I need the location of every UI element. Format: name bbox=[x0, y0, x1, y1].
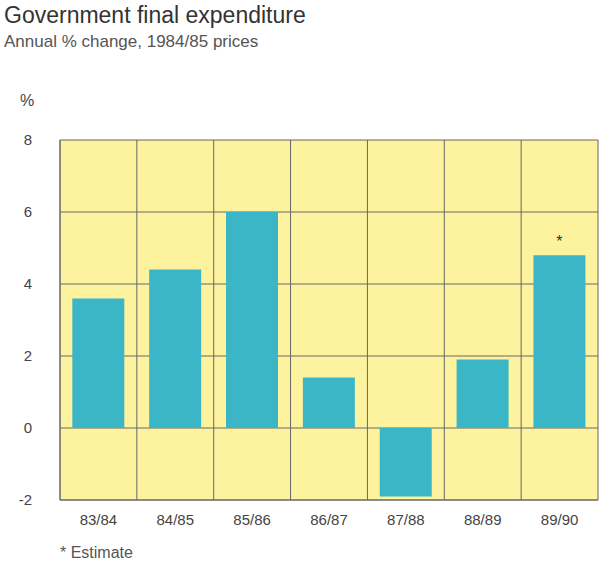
svg-text:84/85: 84/85 bbox=[157, 511, 195, 528]
svg-text:85/86: 85/86 bbox=[233, 511, 271, 528]
svg-text:-2: -2 bbox=[19, 491, 32, 508]
html-text:* Estimate: * Estimate bbox=[60, 544, 133, 561]
svg-text:0: 0 bbox=[24, 419, 32, 436]
svg-text:88/89: 88/89 bbox=[464, 511, 502, 528]
html-text:Government final expenditure: Government final expenditure bbox=[4, 2, 306, 28]
html-text:Annual % change, 1984/85 price: Annual % change, 1984/85 prices bbox=[4, 32, 259, 51]
svg-text:4: 4 bbox=[24, 275, 32, 292]
svg-text:89/90: 89/90 bbox=[541, 511, 579, 528]
svg-text:2: 2 bbox=[24, 347, 32, 364]
svg-text:6: 6 bbox=[24, 203, 32, 220]
svg-text:8: 8 bbox=[24, 131, 32, 148]
svg-text:86/87: 86/87 bbox=[310, 511, 348, 528]
svg-text:83/84: 83/84 bbox=[80, 511, 118, 528]
svg-text:*: * bbox=[556, 233, 562, 250]
svg-text:87/88: 87/88 bbox=[387, 511, 425, 528]
